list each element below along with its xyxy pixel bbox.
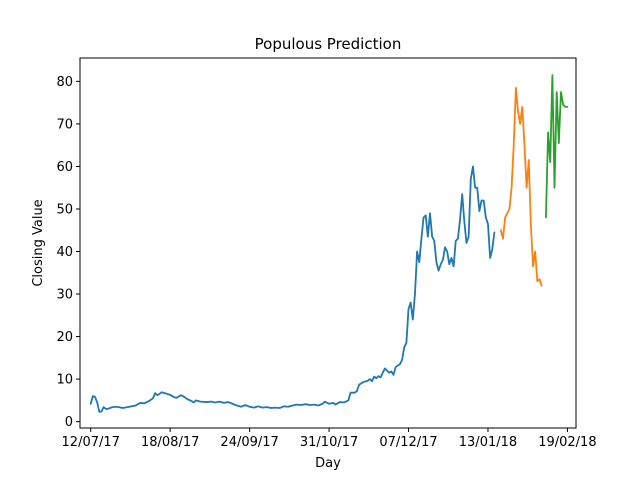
chart-title: Populous Prediction: [255, 35, 402, 53]
x-tick-label: 31/10/17: [300, 435, 358, 450]
plot-frame: [79, 57, 577, 429]
y-tick-label: 0: [65, 415, 73, 430]
series-line-1: [89, 165, 496, 413]
y-tick-label: 70: [56, 117, 73, 132]
y-tick-label: 80: [56, 75, 73, 90]
series-line-3: [545, 74, 569, 219]
x-tick-label: 07/12/17: [379, 435, 437, 450]
y-tick-label: 40: [56, 245, 73, 260]
series-line-2: [499, 86, 543, 287]
y-tick-label: 60: [56, 160, 73, 175]
y-axis-label: Closing Value: [31, 199, 46, 286]
series-layer: [89, 74, 569, 413]
y-tick-label: 30: [56, 288, 73, 303]
x-axis-label: Day: [315, 456, 341, 471]
x-tick-label: 19/02/18: [538, 435, 596, 450]
y-tick-label: 50: [56, 202, 73, 217]
x-tick-label: 24/09/17: [220, 435, 278, 450]
y-axis: 0 10 20 30 40 50 60 70 80: [56, 75, 80, 430]
x-tick-label: 13/01/18: [459, 435, 517, 450]
y-tick-label: 20: [56, 330, 73, 345]
x-tick-label: 12/07/17: [62, 435, 120, 450]
y-tick-label: 10: [56, 373, 73, 388]
x-tick-label: 18/08/17: [141, 435, 199, 450]
x-axis: 12/07/17 18/08/17 24/09/17 31/10/17 07/12/17…: [62, 428, 597, 450]
